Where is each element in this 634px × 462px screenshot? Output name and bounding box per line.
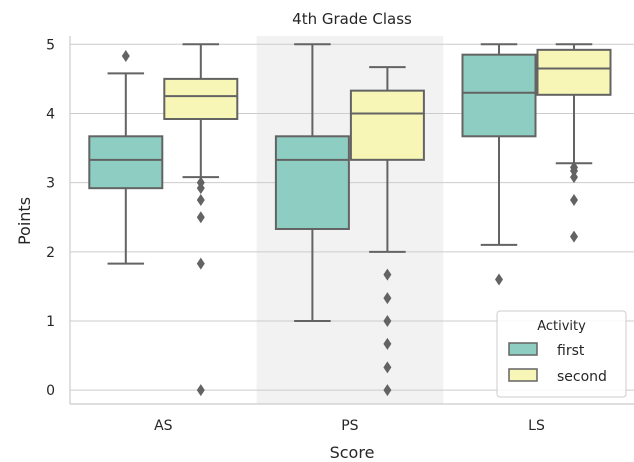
outlier-point xyxy=(570,171,578,184)
x-tick-label: AS xyxy=(154,418,173,434)
box-body xyxy=(536,48,612,96)
legend-title: Activity xyxy=(537,319,586,334)
outlier-point xyxy=(196,211,205,224)
box-first-PS xyxy=(274,43,350,322)
box-body xyxy=(163,77,239,121)
box-first-AS xyxy=(88,50,164,265)
y-tick-label: 0 xyxy=(46,383,55,399)
plot-area: 0 1 2 3 4 5 AS PS LS xyxy=(46,36,634,434)
outlier-point xyxy=(570,230,578,243)
outlier-point xyxy=(196,257,205,270)
chart-title: 4th Grade Class xyxy=(292,10,412,28)
legend: Activity first second xyxy=(496,310,627,398)
box-body xyxy=(349,89,425,161)
legend-swatch-first xyxy=(508,342,538,356)
outlier-point xyxy=(495,273,503,286)
outlier-point xyxy=(383,361,392,374)
y-tick-label: 5 xyxy=(46,37,55,53)
box-body xyxy=(461,53,537,138)
outlier-point xyxy=(121,50,130,63)
outlier-point xyxy=(383,314,392,327)
x-tick-label: PS xyxy=(341,418,358,434)
y-tick-label: 4 xyxy=(46,106,55,122)
outlier-point xyxy=(196,193,205,206)
box-body xyxy=(88,135,164,190)
box-first-LS xyxy=(461,43,537,286)
legend-label-first: first xyxy=(557,343,585,359)
outlier-point xyxy=(383,268,392,281)
outlier-point xyxy=(196,182,205,195)
box-second-LS xyxy=(536,43,612,243)
x-tick-label: LS xyxy=(528,418,545,434)
y-axis-label: Points xyxy=(15,197,34,245)
y-tick-label: 2 xyxy=(46,245,55,261)
outlier-point xyxy=(383,337,392,350)
outlier-point xyxy=(570,193,578,206)
outlier-point xyxy=(383,292,392,305)
legend-swatch-second xyxy=(508,368,538,382)
y-tick-label: 1 xyxy=(46,314,55,330)
outlier-point xyxy=(570,164,578,177)
box-body xyxy=(274,135,350,230)
box-second-PS xyxy=(349,66,425,397)
outlier-point xyxy=(383,384,392,397)
legend-label-second: second xyxy=(557,369,607,385)
outlier-point xyxy=(196,384,205,397)
box-second-AS xyxy=(163,43,239,397)
x-axis-label: Score xyxy=(330,443,375,462)
y-tick-label: 3 xyxy=(46,176,55,192)
